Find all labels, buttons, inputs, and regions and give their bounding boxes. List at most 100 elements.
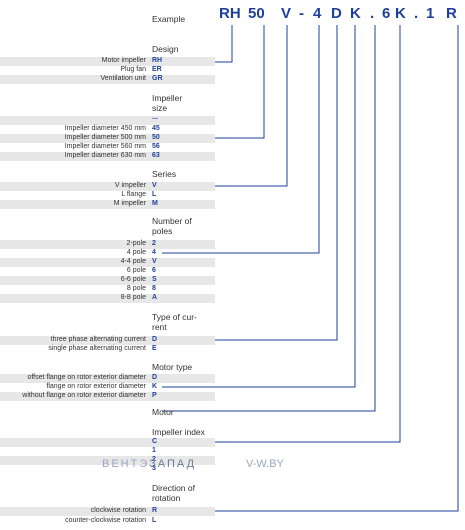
poles-title-line1: Number of bbox=[152, 216, 192, 226]
motor-type-label-flange: flange on rotor exterior diameter bbox=[46, 383, 146, 390]
poles-label-4: 4 pole bbox=[126, 249, 146, 256]
current-label-single-phase: single phase alternating current bbox=[48, 345, 146, 352]
type-code-char: R bbox=[446, 5, 457, 22]
poles-label-6: 6 pole bbox=[126, 267, 146, 274]
motor-type-code-d: D bbox=[152, 374, 158, 381]
row-band bbox=[0, 258, 215, 267]
index-code-1: 1 bbox=[152, 447, 156, 454]
row-band bbox=[0, 374, 215, 383]
connector-line bbox=[162, 25, 459, 512]
poles-label-6-6: 6-6 pole bbox=[120, 276, 146, 283]
size-label-450: Impeller diameter 450 mm bbox=[64, 125, 146, 132]
design-code-rh: RH bbox=[152, 57, 163, 64]
rotation-label-clockwise: clockwise rotation bbox=[90, 507, 146, 514]
series-label-m-impeller: M impeller bbox=[113, 200, 146, 207]
motor-type-code-k: K bbox=[152, 383, 158, 390]
rotation-code-l: L bbox=[152, 517, 157, 524]
impeller-index-title: Impeller index bbox=[152, 427, 205, 437]
row-band bbox=[0, 240, 215, 249]
row-band bbox=[0, 294, 215, 303]
motor-type-title: Motor type bbox=[152, 362, 193, 372]
series-code-v: V bbox=[152, 182, 157, 189]
type-code-char: D bbox=[331, 5, 342, 22]
size-code-50: 50 bbox=[152, 134, 160, 141]
poles-code-2: 2 bbox=[152, 240, 156, 247]
connector-line bbox=[162, 25, 320, 254]
size-label-560: Impeller diameter 560 mm bbox=[64, 143, 146, 150]
row-band bbox=[0, 336, 215, 345]
row-band bbox=[0, 134, 215, 143]
rotation-label-counter-clockwise: counter-clockwise rotation bbox=[65, 517, 146, 524]
row-band bbox=[0, 276, 215, 285]
poles-code-a: A bbox=[152, 294, 158, 301]
rotation-title-line1: Direction of bbox=[152, 483, 195, 493]
type-code-char: 50 bbox=[248, 5, 265, 22]
row-band bbox=[0, 507, 215, 516]
type-code-char: . bbox=[370, 5, 375, 22]
design-code-gr: GR bbox=[152, 75, 163, 82]
row-band bbox=[0, 116, 215, 125]
current-label-three-phase: three phase alternating current bbox=[50, 336, 146, 343]
size-code-45: 45 bbox=[152, 125, 160, 132]
connector-line bbox=[162, 25, 401, 443]
current-title-line2: rent bbox=[152, 322, 167, 332]
poles-code-6: 6 bbox=[152, 267, 156, 274]
poles-label-8-8: 8-8 pole bbox=[120, 294, 146, 301]
design-code-er: ER bbox=[152, 66, 162, 73]
series-title: Series bbox=[152, 169, 177, 179]
poles-code-4: 4 bbox=[152, 249, 156, 256]
size-code-56: 56 bbox=[152, 143, 160, 150]
type-code-char: K bbox=[350, 5, 361, 22]
size-code-ellipsis: ... bbox=[152, 114, 158, 121]
type-code-char: . bbox=[414, 5, 419, 22]
row-band bbox=[0, 57, 215, 66]
design-label-plug-fan: Plug fan bbox=[120, 66, 146, 73]
current-code-e: E bbox=[152, 345, 157, 352]
series-code-l: L bbox=[152, 191, 157, 198]
impeller-size-title-line2: size bbox=[152, 103, 168, 113]
type-code-char: V bbox=[281, 5, 292, 22]
poles-label-2: 2-pole bbox=[126, 240, 146, 247]
rotation-code-r: R bbox=[152, 507, 158, 514]
type-code-char: - bbox=[299, 5, 304, 22]
type-code-char: RH bbox=[219, 5, 241, 22]
poles-code-v: V bbox=[152, 258, 157, 265]
row-band bbox=[0, 152, 215, 161]
poles-label-8: 8 pole bbox=[126, 285, 146, 292]
series-label-l-flange: L flange bbox=[121, 191, 146, 198]
type-code-char: 6 bbox=[382, 5, 391, 22]
impeller-size-title-line1: Impeller bbox=[152, 93, 183, 103]
motor-type-label-offset: offset flange on rotor exterior diameter bbox=[27, 374, 146, 381]
series-code-m: M bbox=[152, 200, 158, 207]
connector-line bbox=[162, 25, 356, 388]
size-label-630: Impeller diameter 630 mm bbox=[64, 152, 146, 159]
motor-type-code-p: P bbox=[152, 392, 157, 399]
connector-line bbox=[162, 25, 288, 187]
example-label: Example bbox=[152, 14, 186, 24]
index-code-2: 2 bbox=[152, 456, 156, 463]
design-label-ventilation-unit: Ventilation unit bbox=[100, 75, 146, 82]
connector-line bbox=[162, 25, 376, 412]
watermark-brand: ВЕНТЭЗАПАД bbox=[102, 458, 196, 470]
watermark-brand-part-2: ЗАПАД bbox=[149, 458, 197, 470]
rotation-title-line2: rotation bbox=[152, 493, 181, 503]
row-band bbox=[0, 200, 215, 209]
poles-label-4-4: 4-4 pole bbox=[120, 258, 146, 265]
watermark-site: V-W.BY bbox=[246, 458, 284, 470]
series-label-v-impeller: V impeller bbox=[114, 182, 146, 189]
index-code-c: C bbox=[152, 438, 158, 445]
current-code-d: D bbox=[152, 336, 158, 343]
size-label-500: Impeller diameter 500 mm bbox=[64, 134, 146, 141]
index-code-3: 3 bbox=[152, 465, 156, 472]
current-title-line1: Type of cur- bbox=[152, 312, 197, 322]
connector-line bbox=[162, 25, 338, 341]
motor-type-label-without-flange: without flange on rotor exterior diamete… bbox=[22, 392, 146, 399]
watermark-brand-part-1: ВЕНТЭ bbox=[102, 458, 150, 470]
row-band bbox=[0, 438, 215, 447]
size-code-63: 63 bbox=[152, 152, 160, 159]
design-title: Design bbox=[152, 44, 179, 54]
row-band bbox=[0, 75, 215, 84]
motor-title: Motor bbox=[152, 407, 174, 417]
